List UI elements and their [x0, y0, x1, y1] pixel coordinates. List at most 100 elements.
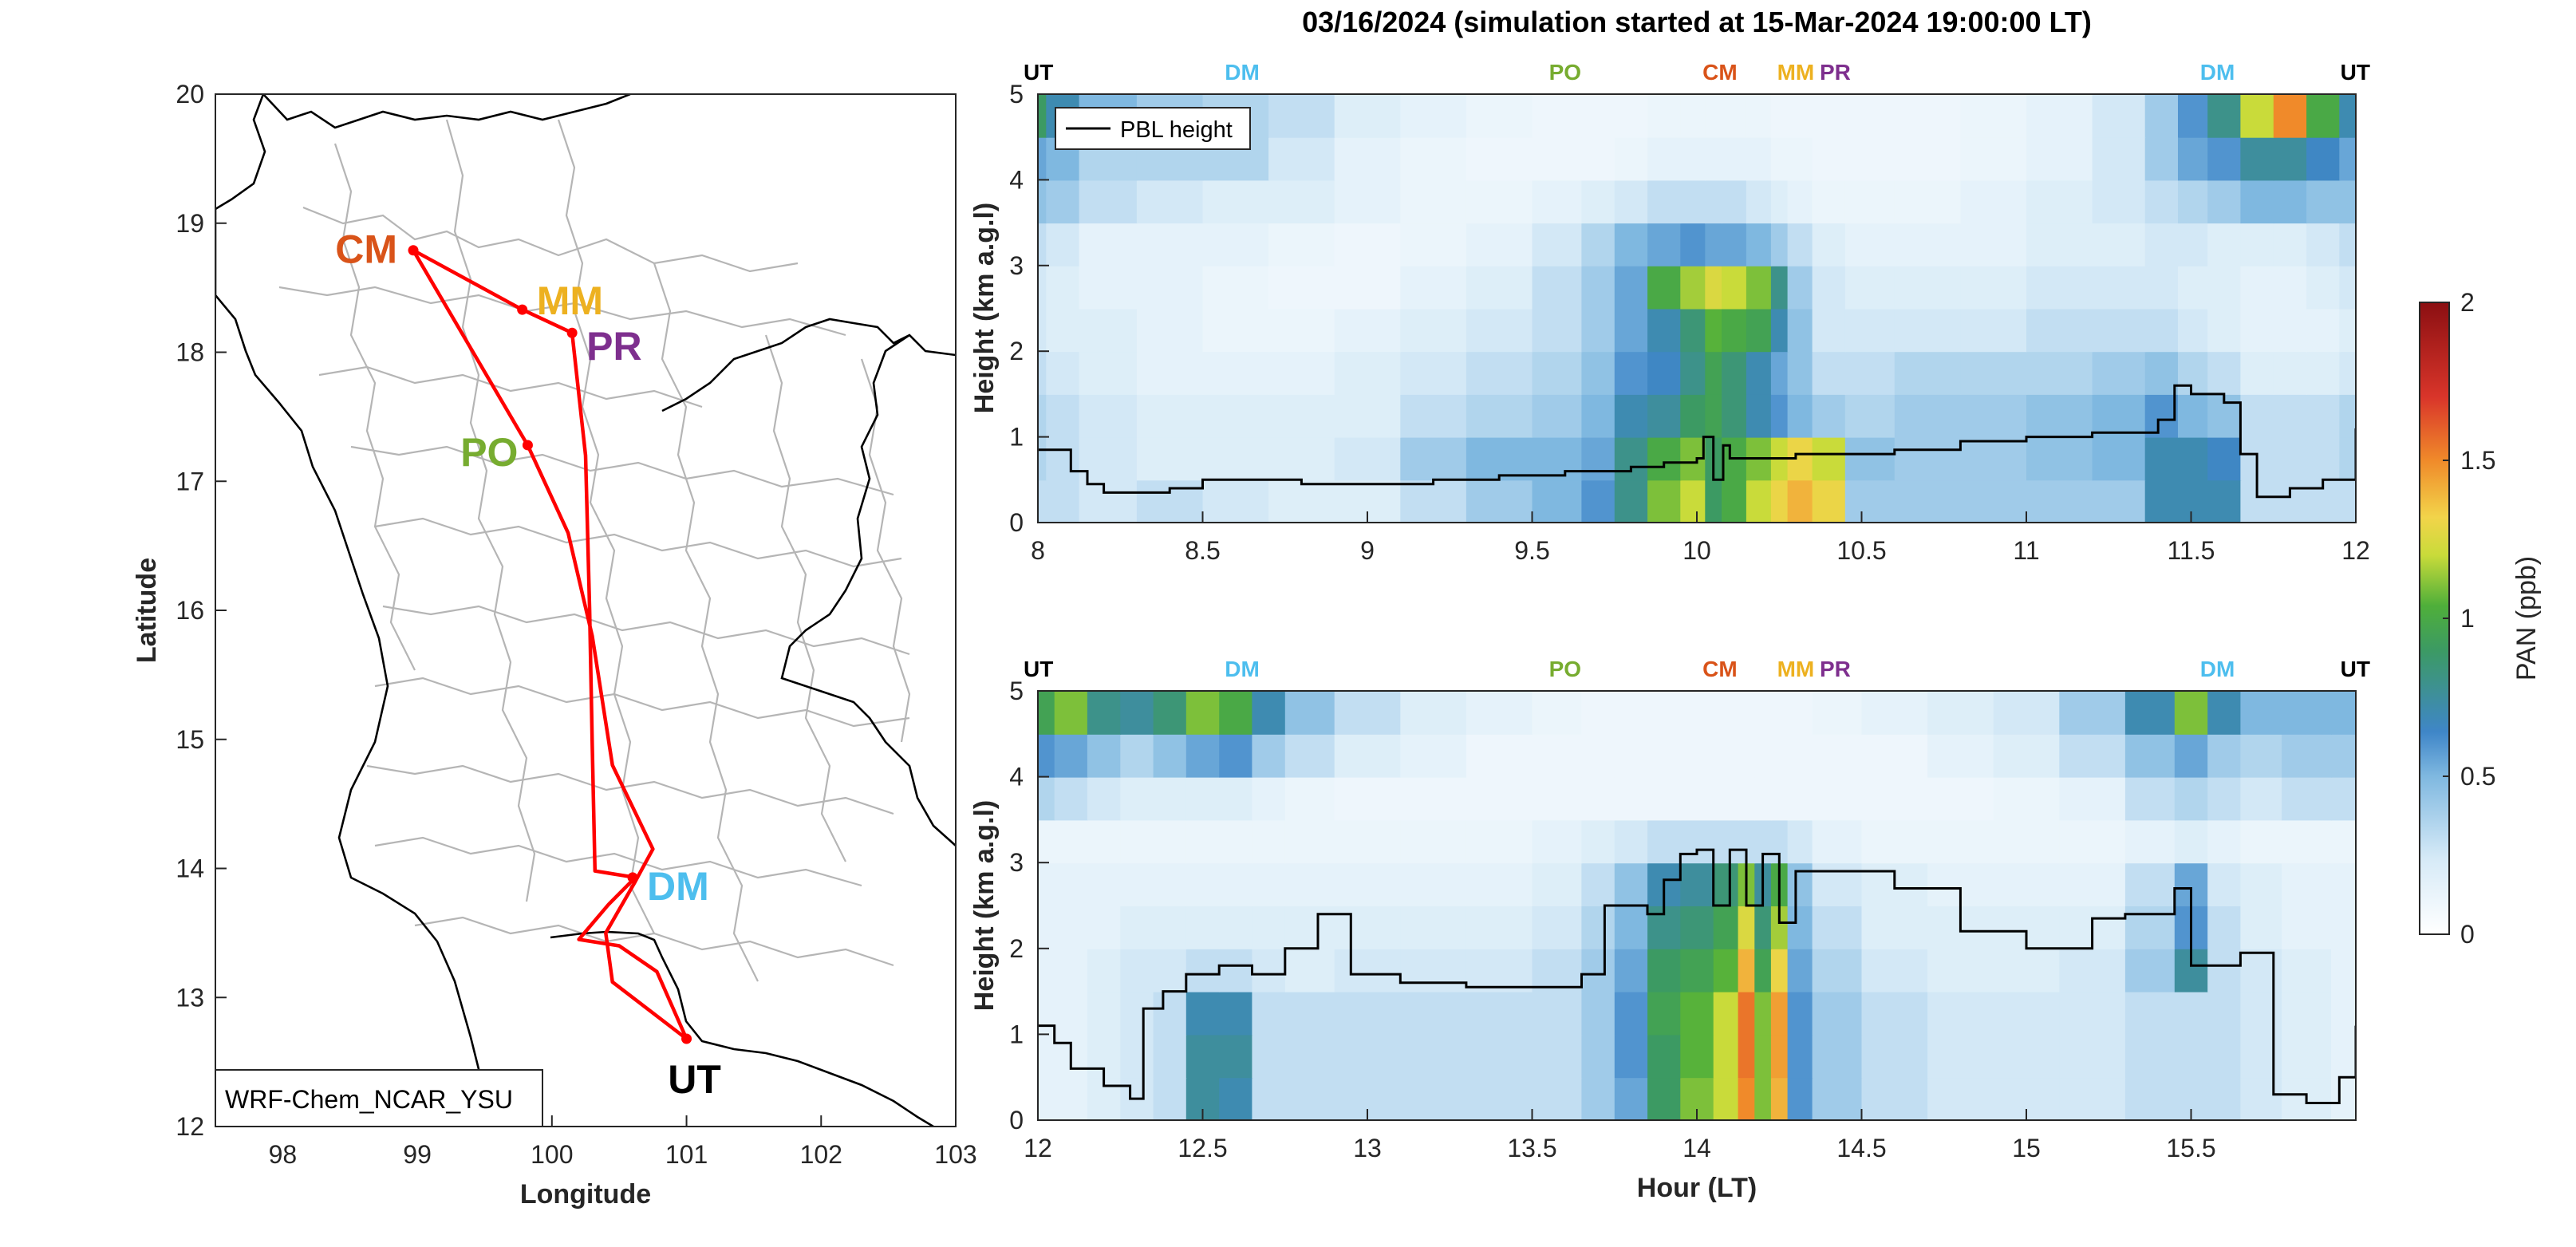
heatmap-cell	[1202, 180, 1270, 224]
heatmap-cell	[1960, 436, 2027, 481]
heatmap-cell	[1787, 776, 1813, 821]
heatmap-cell	[1927, 948, 1994, 992]
ytick-label: 5	[1009, 80, 1024, 109]
heatmap-cell	[1680, 479, 1706, 523]
map-ytick-label: 20	[176, 80, 204, 109]
heatmap-cell	[1647, 776, 1682, 821]
heatmap-cell	[1219, 733, 1253, 778]
heatmap-cell	[2240, 1034, 2282, 1079]
heatmap-cell	[1532, 733, 1583, 778]
heatmap-cell	[1647, 136, 1682, 181]
heatmap-cell	[1268, 479, 1335, 523]
heatmap-cell	[1532, 1034, 1583, 1079]
heatmap-cell	[1647, 479, 1682, 523]
heatmap-cell	[1713, 819, 1739, 864]
heatmap-cell	[2144, 94, 2179, 138]
heatmap-cell	[1844, 94, 1896, 138]
heatmap-cell	[1713, 691, 1739, 735]
map-xlabel: Longitude	[520, 1179, 651, 1210]
heatmap-cell	[1252, 862, 1286, 906]
heatmap-cell	[2026, 308, 2093, 353]
heatmap-cell	[1581, 1034, 1615, 1079]
heatmap-cell	[1054, 948, 1088, 992]
province-line	[860, 358, 911, 743]
site-marker-ut: UT	[2341, 657, 2370, 681]
heatmap-cell	[2026, 351, 2093, 395]
heatmap-cell	[2282, 733, 2333, 778]
province-line	[374, 677, 910, 728]
heatmap-cell	[1844, 308, 1896, 353]
heatmap-cell	[1400, 819, 1467, 864]
heatmap-cell	[1219, 1034, 1253, 1079]
pbl-line-bottom	[1038, 848, 2356, 1104]
map-xtick-label: 100	[531, 1140, 573, 1169]
ytick-label: 0	[1009, 508, 1024, 537]
xtick-label: 8.5	[1185, 536, 1220, 565]
heatmap-cell	[1136, 180, 1204, 224]
heatmap-cell	[1993, 862, 2061, 906]
heatmap-cell	[1722, 223, 1747, 266]
xtick-label: 15	[2012, 1134, 2041, 1162]
heatmap-cell	[1927, 1034, 1994, 1079]
heatmap-cell	[1153, 1077, 1187, 1120]
heatmap-cell	[1334, 436, 1402, 481]
heatmap-cell	[2059, 1077, 2126, 1120]
heatmap-cell	[1046, 265, 1080, 310]
site-label-ut: UT	[668, 1057, 721, 1102]
heatmap-cell	[2240, 351, 2274, 395]
heatmap-cell	[2092, 223, 2146, 266]
heatmap-cell	[1927, 776, 1994, 821]
heatmap-cell	[1680, 862, 1714, 906]
heatmap-cell	[1202, 479, 1270, 523]
heatmap-cell	[1738, 776, 1756, 821]
heatmap-cell	[2059, 819, 2126, 864]
heatmap-cell	[1532, 906, 1583, 949]
heatmap-cell	[2282, 1034, 2333, 1079]
heatmap-cell	[2207, 906, 2242, 949]
heatmap-cell	[1787, 223, 1813, 266]
heatmap-cell	[1993, 1034, 2061, 1079]
heatmap-cell	[1927, 991, 1994, 1036]
heatmap-cell	[1581, 94, 1615, 138]
xtick-label: 15.5	[2166, 1134, 2215, 1162]
heatmap-cell	[1532, 991, 1583, 1036]
heatmap-cell	[1153, 862, 1187, 906]
heatmap-cell	[2178, 180, 2209, 224]
heatmap-cell	[1647, 265, 1682, 310]
heatmap-cell	[2207, 691, 2242, 735]
heatmap-cell	[1614, 265, 1649, 310]
xtick-label: 14.5	[1836, 1134, 1886, 1162]
heatmap-cell	[1705, 265, 1722, 310]
heatmap-cell	[2240, 393, 2274, 438]
heatmap-cell	[1713, 733, 1739, 778]
heatmap-cell	[1680, 351, 1706, 395]
heatmap-cell	[1087, 906, 1122, 949]
province-line	[374, 517, 902, 568]
heatmap-cell	[1614, 691, 1649, 735]
heatmap-cell	[1713, 1077, 1739, 1120]
heatmap-cell	[2273, 308, 2308, 353]
province-line	[333, 143, 416, 671]
province-line	[350, 445, 894, 496]
heatmap-cell	[1038, 180, 1047, 224]
heatmap-cell	[2282, 906, 2333, 949]
colorbar-tick-label: 1	[2460, 604, 2475, 633]
heatmap-cell	[2026, 265, 2093, 310]
heatmap-cell	[1960, 94, 2027, 138]
heatmap-cell	[1993, 776, 2061, 821]
site-marker-pr: PR	[1820, 657, 1851, 681]
xtick-label: 12.5	[1178, 1134, 1227, 1162]
heatmap-top-cells	[1038, 94, 2356, 523]
heatmap-cell	[1647, 180, 1682, 224]
heatmap-cell	[1268, 308, 1335, 353]
heatmap-cell	[1120, 862, 1154, 906]
heatmap-cell	[1844, 180, 1896, 224]
heatmap-cell	[1581, 136, 1615, 181]
heatmap-cell	[1581, 862, 1615, 906]
heatmap-cell	[1334, 691, 1402, 735]
heatmap-cell	[1770, 223, 1789, 266]
heatmap-cell	[2178, 436, 2209, 481]
heatmap-cell	[1038, 351, 1047, 395]
heatmap-cell	[1185, 776, 1221, 821]
heatmap-cell	[1284, 862, 1335, 906]
